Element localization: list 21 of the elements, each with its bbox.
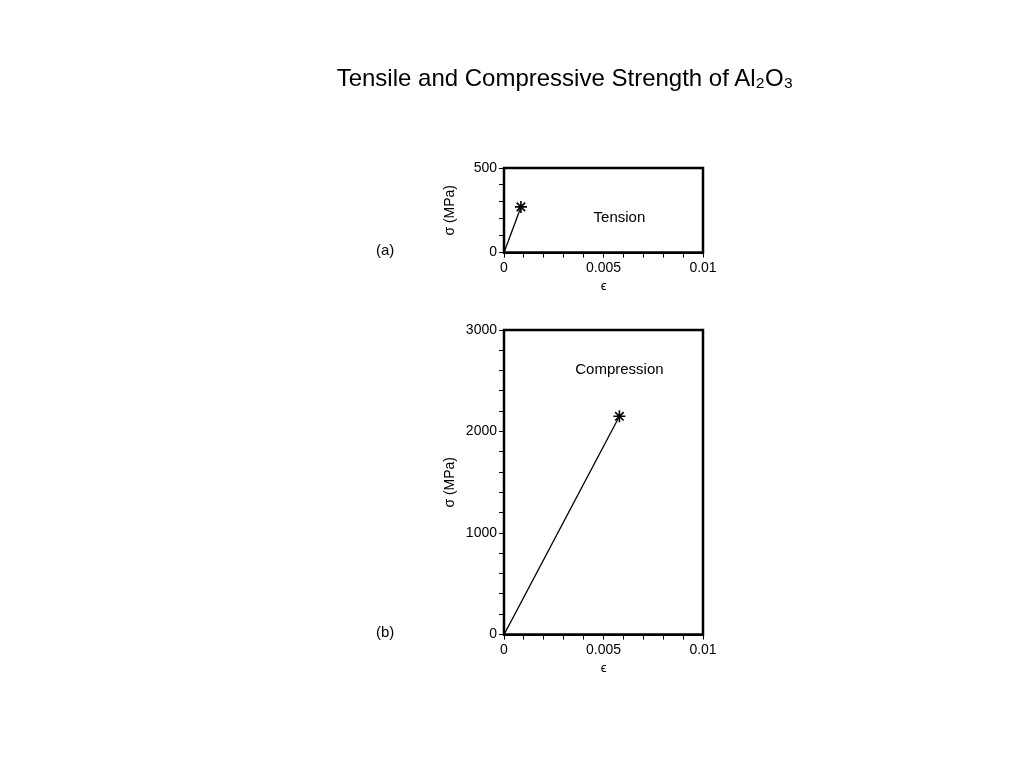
y-tick-label: 3000 xyxy=(465,320,498,337)
x-tick-label: 0.01 xyxy=(689,640,717,657)
x-axis-title: ϵ xyxy=(600,277,607,293)
y-axis-title: σ (MPa) xyxy=(441,184,458,236)
text: (a) xyxy=(376,240,395,258)
x-tick-label: 0.005 xyxy=(585,258,622,275)
chart-title: Tensile and Compressive Strength of Al₂O₃ xyxy=(335,64,795,92)
x-tick-label: 0.01 xyxy=(689,258,717,275)
y-tick-label: 0 xyxy=(489,243,498,260)
y-tick-label: 0 xyxy=(489,625,498,642)
y-tick-label: 2000 xyxy=(465,422,498,439)
y-axis-title: σ (MPa) xyxy=(441,456,458,508)
y-tick-label: 1000 xyxy=(465,523,498,540)
annotation: Tension xyxy=(593,208,646,226)
x-tick-label: 0 xyxy=(500,640,509,657)
x-tick-label: 0.005 xyxy=(585,640,622,657)
annotation: Compression xyxy=(575,360,664,378)
x-tick-label: 0 xyxy=(500,258,509,275)
x-axis-title: ϵ xyxy=(600,659,607,675)
text: (b) xyxy=(376,622,395,640)
y-tick-label: 500 xyxy=(473,158,498,175)
